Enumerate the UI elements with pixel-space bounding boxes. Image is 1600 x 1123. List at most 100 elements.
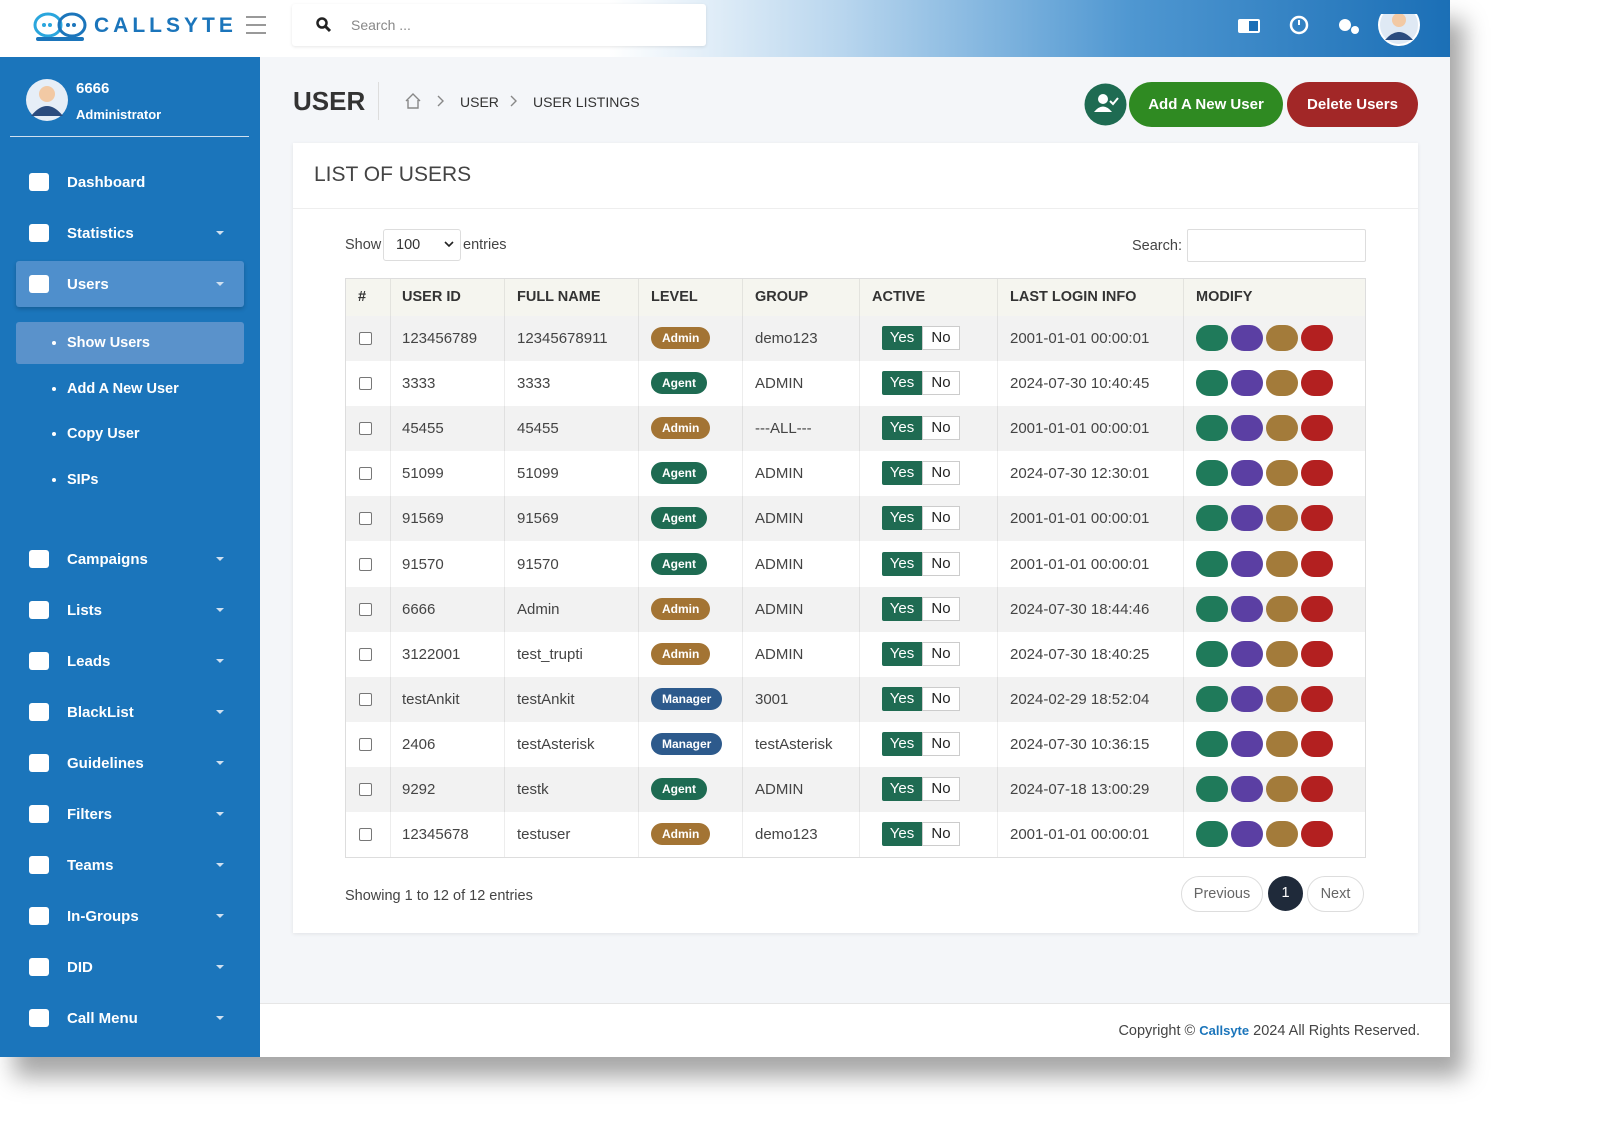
entries-select[interactable]: 100 [383,229,461,261]
history-button[interactable] [1266,505,1298,532]
delete-button[interactable] [1301,370,1333,397]
row-checkbox[interactable] [359,557,372,571]
row-checkbox[interactable] [359,332,372,345]
active-yes[interactable]: Yes [882,551,922,576]
menu-item[interactable]: Campaigns [16,536,244,582]
page-button[interactable]: 1 [1268,876,1303,911]
delete-button[interactable] [1301,640,1333,667]
row-checkbox[interactable] [359,783,372,796]
delete-button[interactable] [1301,415,1333,442]
copy-button[interactable] [1231,776,1263,802]
submenu-item[interactable]: Add A New User [16,368,244,410]
row-checkbox[interactable] [359,737,372,751]
edit-button[interactable] [1196,776,1228,802]
active-no[interactable]: No [922,416,960,441]
active-no[interactable]: No [922,731,960,756]
active-yes[interactable]: Yes [882,326,922,350]
active-yes[interactable]: Yes [882,731,922,756]
next-button[interactable]: Next [1307,876,1364,912]
row-checkbox[interactable] [359,467,372,481]
edit-button[interactable] [1196,595,1228,622]
edit-button[interactable] [1196,415,1228,442]
row-checkbox[interactable] [359,512,372,526]
row-checkbox[interactable] [359,422,372,436]
edit-button[interactable] [1196,460,1228,487]
copy-button[interactable] [1231,415,1263,442]
history-button[interactable] [1266,685,1298,712]
menu-item[interactable]: Leads [16,638,244,684]
history-button[interactable] [1266,595,1298,622]
delete-button[interactable] [1301,460,1333,487]
edit-button[interactable] [1196,325,1228,351]
history-button[interactable] [1266,550,1298,577]
edit-button[interactable] [1196,370,1228,397]
active-no[interactable]: No [922,461,960,486]
menu-toggle[interactable] [246,16,266,34]
menu-item[interactable]: BlackList [16,689,244,735]
active-yes[interactable]: Yes [882,822,922,847]
menu-item[interactable]: Statistics [16,210,244,256]
add-user-button[interactable]: Add A New User [1129,82,1283,127]
active-yes[interactable]: Yes [882,461,922,486]
row-checkbox[interactable] [359,377,372,391]
menu-item[interactable]: DID [16,944,244,990]
menu-item[interactable]: Filters [16,791,244,837]
history-button[interactable] [1266,370,1298,397]
edit-button[interactable] [1196,730,1228,757]
menu-item[interactable]: Call Menu [16,995,244,1041]
row-checkbox[interactable] [359,602,372,616]
footer-brand[interactable]: Callsyte [1199,1023,1250,1038]
table-search[interactable] [1187,229,1366,262]
delete-users-button[interactable]: Delete Users [1287,82,1418,127]
history-button[interactable] [1266,821,1298,848]
active-yes[interactable]: Yes [882,596,922,621]
copy-button[interactable] [1231,550,1263,577]
active-no[interactable]: No [922,371,960,396]
active-no[interactable]: No [922,641,960,666]
history-button[interactable] [1266,776,1298,802]
copy-button[interactable] [1231,460,1263,487]
delete-button[interactable] [1301,325,1333,351]
active-no[interactable]: No [922,551,960,576]
copy-button[interactable] [1231,325,1263,351]
history-button[interactable] [1266,730,1298,757]
copy-button[interactable] [1231,730,1263,757]
user-action-button[interactable] [1084,83,1127,126]
history-button[interactable] [1266,325,1298,351]
active-no[interactable]: No [922,326,960,350]
history-button[interactable] [1266,415,1298,442]
edit-button[interactable] [1196,640,1228,667]
history-button[interactable] [1266,640,1298,667]
search-box[interactable]: Search ... [292,4,706,46]
copy-button[interactable] [1231,640,1263,667]
copy-button[interactable] [1231,505,1263,532]
delete-button[interactable] [1301,595,1333,622]
copy-button[interactable] [1231,370,1263,397]
active-no[interactable]: No [922,777,960,801]
copy-button[interactable] [1231,685,1263,712]
menu-item[interactable]: Dashboard [16,159,244,205]
active-yes[interactable]: Yes [882,686,922,711]
menu-item[interactable]: Teams [16,842,244,888]
active-yes[interactable]: Yes [882,641,922,666]
delete-button[interactable] [1301,505,1333,532]
active-no[interactable]: No [922,822,960,847]
edit-button[interactable] [1196,821,1228,848]
active-yes[interactable]: Yes [882,777,922,801]
submenu-item[interactable]: Copy User [16,413,244,455]
active-no[interactable]: No [922,686,960,711]
history-button[interactable] [1266,460,1298,487]
submenu-item[interactable]: Show Users [16,322,244,364]
edit-button[interactable] [1196,550,1228,577]
delete-button[interactable] [1301,685,1333,712]
delete-button[interactable] [1301,821,1333,848]
copy-button[interactable] [1231,595,1263,622]
row-checkbox[interactable] [359,692,372,706]
menu-item[interactable]: In-Groups [16,893,244,939]
delete-button[interactable] [1301,550,1333,577]
active-yes[interactable]: Yes [882,506,922,531]
row-checkbox[interactable] [359,828,372,842]
menu-item[interactable]: Lists [16,587,244,633]
row-checkbox[interactable] [359,647,372,661]
edit-button[interactable] [1196,685,1228,712]
